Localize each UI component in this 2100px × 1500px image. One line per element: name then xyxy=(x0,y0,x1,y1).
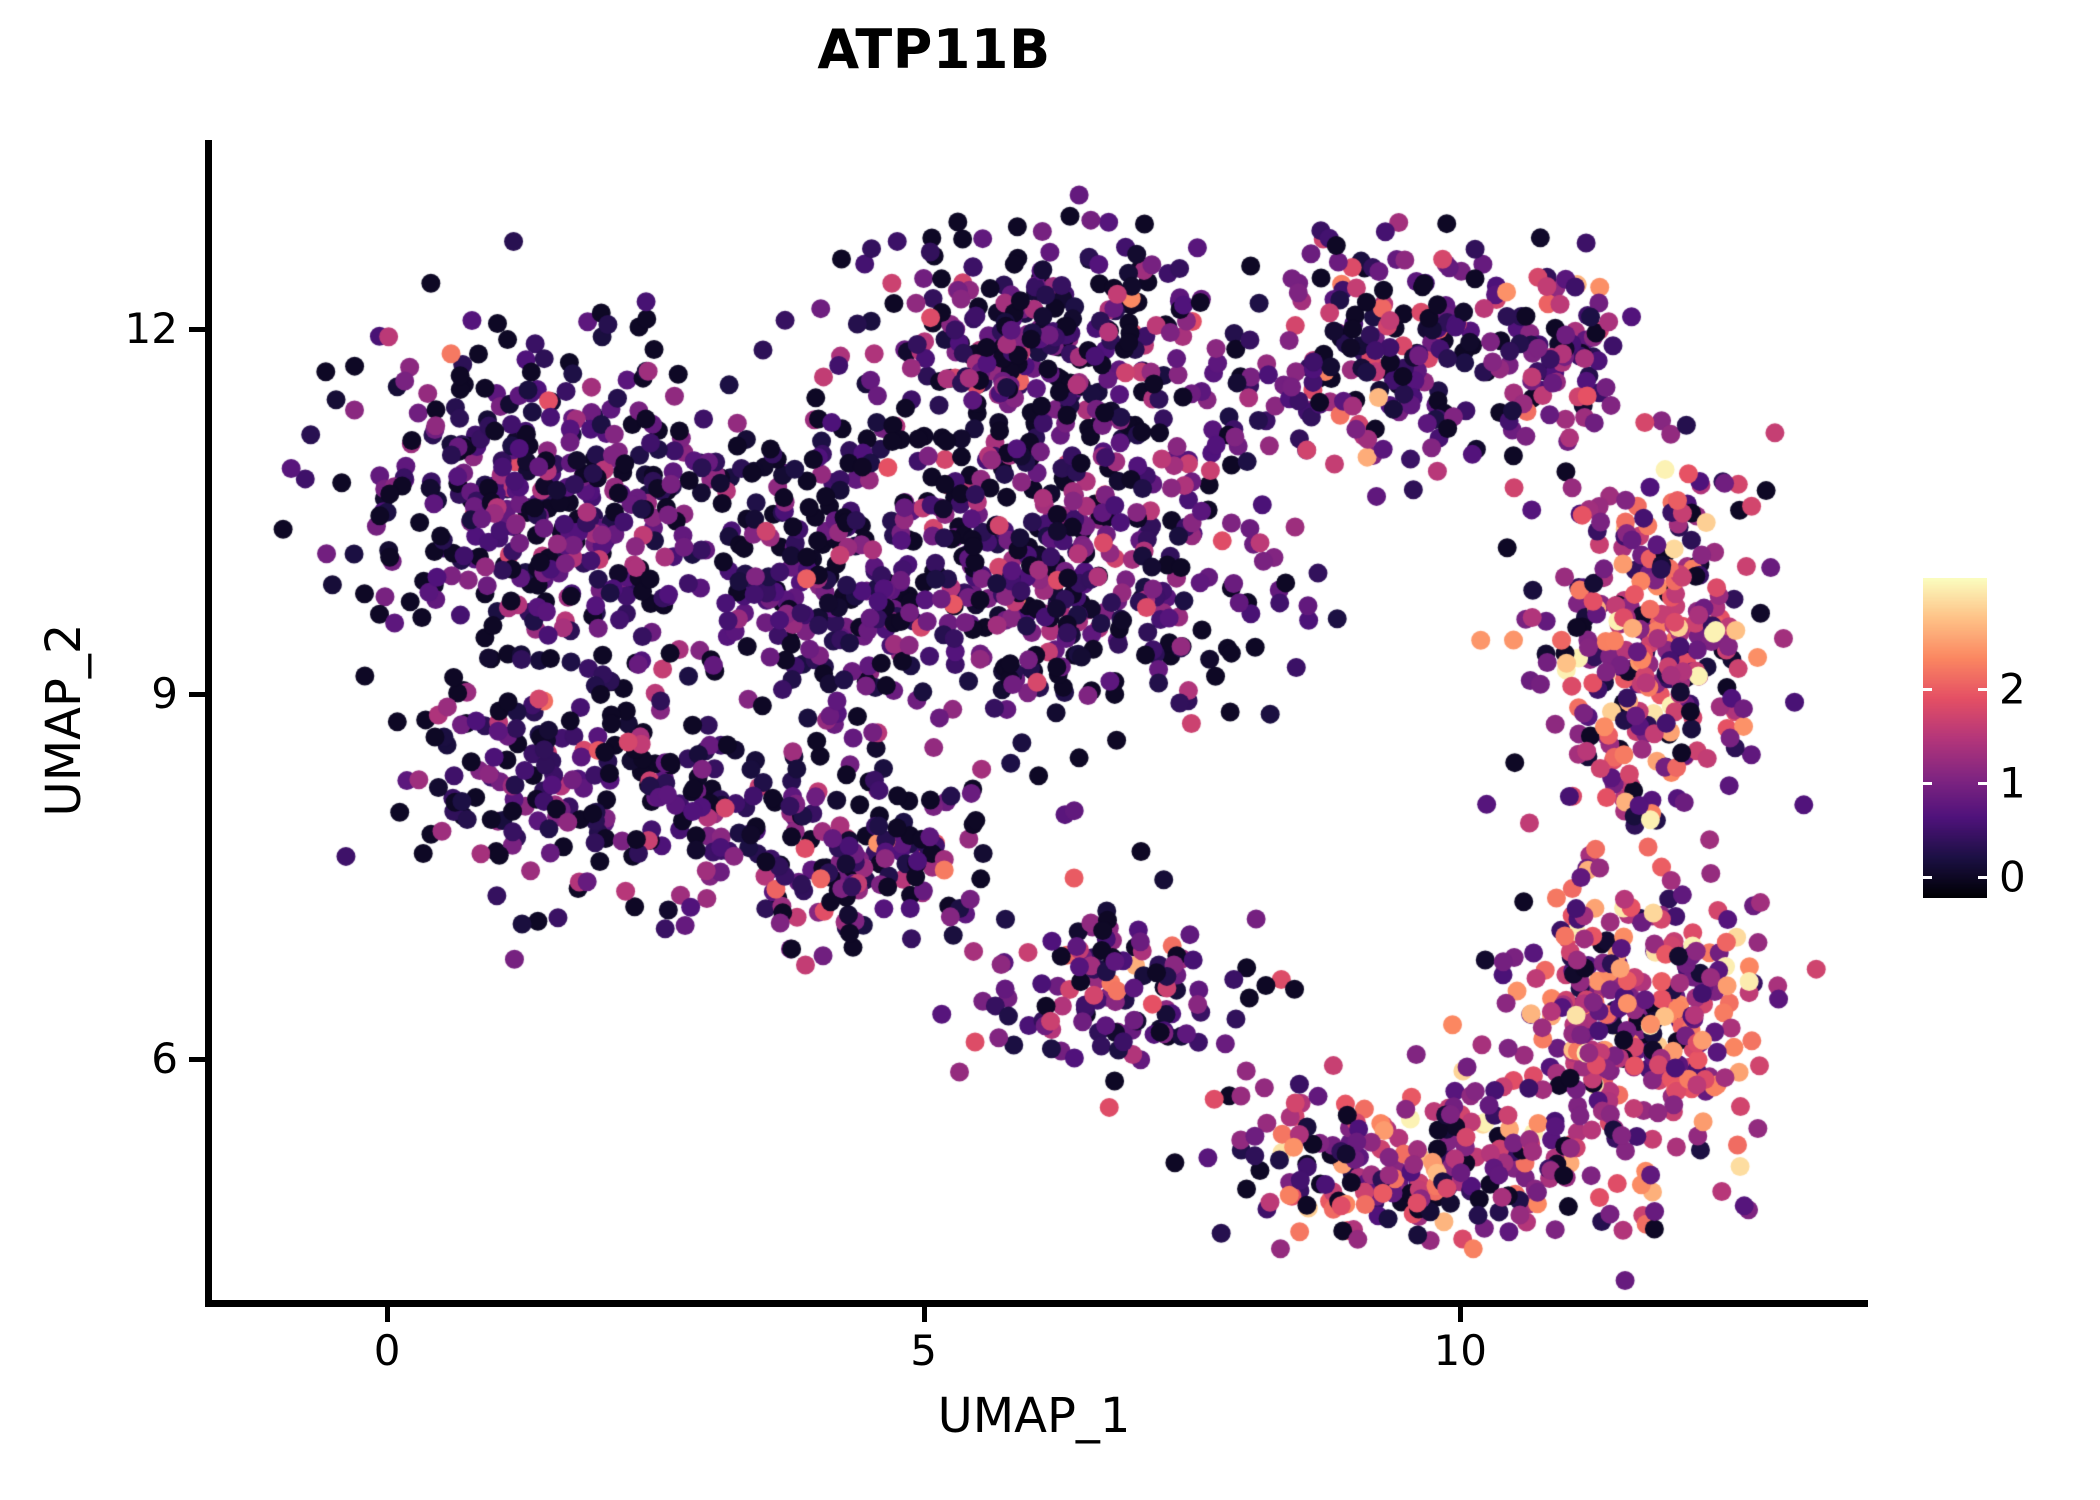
scatter-canvas xyxy=(210,140,1868,1303)
x-tick-label: 5 xyxy=(910,1326,937,1375)
colorbar-tick-label: 1 xyxy=(1999,758,2026,808)
colorbar-gradient xyxy=(1923,578,1987,898)
x-tick-mark xyxy=(1458,1306,1464,1322)
x-tick-label: 0 xyxy=(373,1326,401,1375)
colorbar-tick-label: 0 xyxy=(1999,852,2026,902)
y-axis-label-text: UMAP_2 xyxy=(36,623,92,817)
x-tick-mark xyxy=(921,1306,927,1322)
colorbar: 0 1 2 xyxy=(1923,578,2026,902)
colorbar-tick-mark xyxy=(1978,688,1987,692)
plot-area xyxy=(210,140,1868,1303)
y-tick-label: 12 xyxy=(124,303,178,353)
colorbar-tick-mark xyxy=(1978,876,1987,880)
colorbar-tick-label: 2 xyxy=(1999,664,2026,714)
y-tick-mark xyxy=(189,326,205,332)
y-tick-mark xyxy=(189,1057,205,1063)
x-axis-spine xyxy=(205,1300,1868,1307)
y-tick-label: 6 xyxy=(151,1034,178,1084)
y-axis-spine xyxy=(205,140,212,1307)
colorbar-tick-mark xyxy=(1923,876,1932,880)
x-tick-mark xyxy=(385,1306,391,1322)
colorbar-tick-mark xyxy=(1923,688,1932,692)
page-title: ATP11B xyxy=(817,18,1051,81)
x-tick-label: 10 xyxy=(1433,1326,1487,1375)
y-axis-label: UMAP_2 xyxy=(36,130,92,1310)
colorbar-tick-mark xyxy=(1978,782,1987,786)
y-tick-mark xyxy=(189,692,205,698)
colorbar-tick-mark xyxy=(1923,782,1932,786)
y-tick-label: 9 xyxy=(151,669,178,719)
x-axis-label-text: UMAP_1 xyxy=(937,1388,1131,1444)
x-axis-label: UMAP_1 xyxy=(0,1388,2080,1444)
